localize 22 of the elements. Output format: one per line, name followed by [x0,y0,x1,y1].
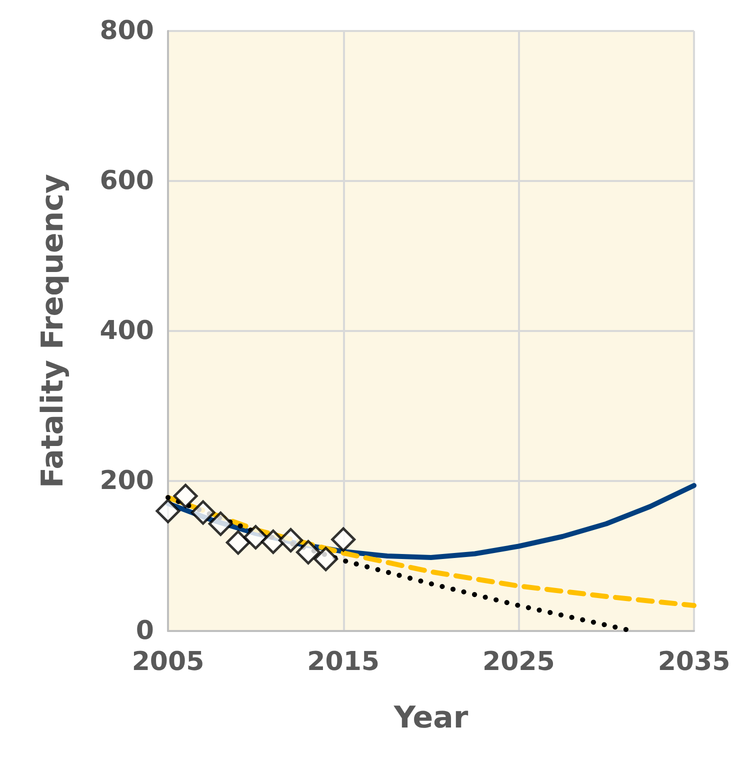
x-tick-label: 2015 [307,647,380,677]
y-tick-label: 0 [136,616,154,646]
point [278,528,303,552]
point [331,527,356,552]
point [226,530,250,555]
point [190,500,216,525]
point [156,498,180,524]
point [314,546,338,572]
x-tick-label: 2035 [658,647,730,677]
x-tick-label: 2025 [482,647,555,677]
y-tick-label: 800 [100,16,154,46]
point [208,512,233,536]
y-tick-label: 200 [100,466,154,496]
point [260,530,286,554]
y-axis-title: Fatality Frequency [36,174,70,488]
y-tick-label: 600 [100,166,154,196]
point [296,540,321,564]
x-axis-title: Year [392,700,468,736]
x-tick-label: 2005 [132,647,204,677]
y-tick-label: 400 [100,316,154,346]
point [243,525,268,550]
point [173,484,198,508]
